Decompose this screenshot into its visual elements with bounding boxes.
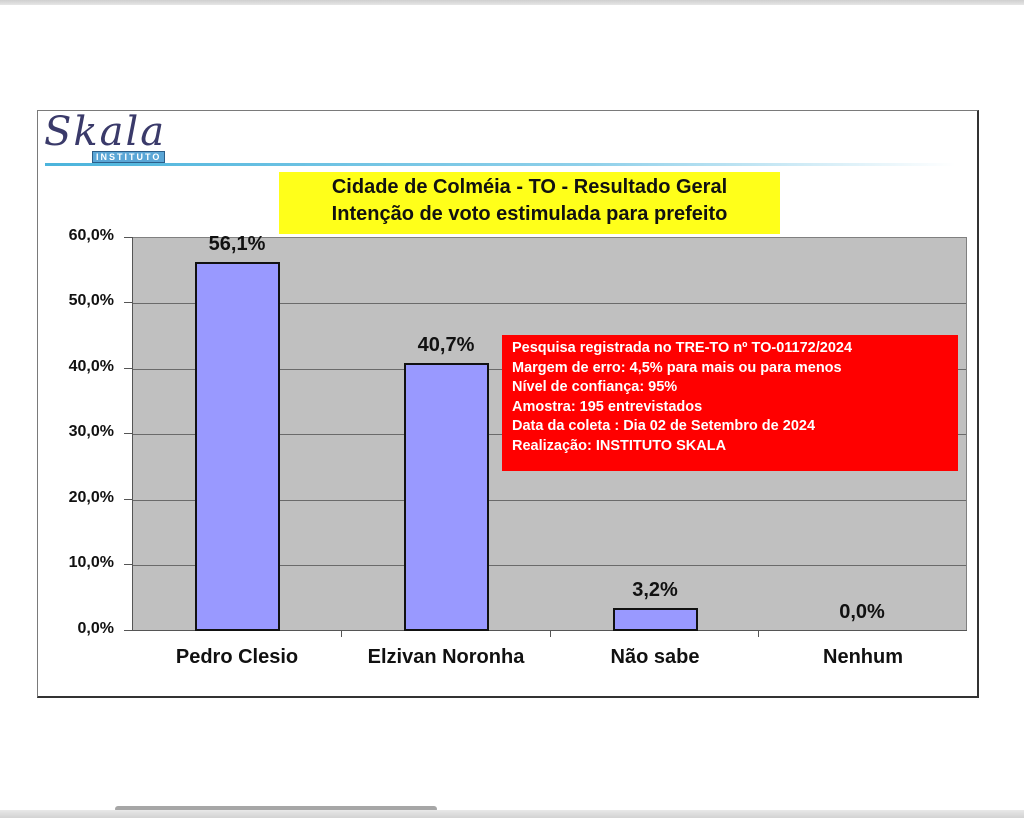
y-tick-label: 40,0% bbox=[68, 358, 114, 375]
bar-nao-sabe bbox=[613, 608, 698, 631]
info-line-author: Realização: INSTITUTO SKALA bbox=[512, 437, 727, 454]
gridline bbox=[133, 500, 966, 501]
skala-logo: Skala INSTITUTO bbox=[44, 109, 194, 165]
y-tick-label: 60,0% bbox=[68, 227, 114, 244]
bar-value-label: 40,7% bbox=[417, 334, 475, 356]
horizontal-scrollbar[interactable] bbox=[115, 806, 437, 812]
chart-subtitle: Intenção de voto estimulada para prefeit… bbox=[331, 203, 728, 225]
y-tick-label: 20,0% bbox=[68, 489, 114, 506]
chart-title-box: Cidade de Colméia - TO - Resultado Geral… bbox=[279, 172, 780, 234]
survey-info-box: Pesquisa registrada no TRE-TO nº TO-0117… bbox=[502, 335, 958, 471]
gridline bbox=[133, 565, 966, 566]
x-axis bbox=[124, 630, 967, 631]
y-tick bbox=[124, 499, 133, 500]
top-edge bbox=[0, 0, 1024, 5]
y-tick bbox=[124, 564, 133, 565]
y-tick bbox=[124, 302, 133, 303]
header-rule bbox=[45, 163, 955, 166]
category-label: Nenhum bbox=[823, 646, 903, 668]
x-tick bbox=[758, 630, 759, 637]
bottom-edge bbox=[0, 810, 1024, 818]
y-tick bbox=[124, 237, 133, 238]
y-tick-label: 30,0% bbox=[68, 423, 114, 440]
bar-value-label: 3,2% bbox=[632, 579, 678, 601]
bar-value-label: 56,1% bbox=[208, 233, 266, 255]
info-line-confidence: Nível de confiança: 95% bbox=[512, 379, 678, 395]
bar-pedro-clesio bbox=[195, 262, 280, 631]
info-line-registration: Pesquisa registrada no TRE-TO nº TO-0117… bbox=[512, 340, 853, 356]
category-label: Elzivan Noronha bbox=[367, 646, 525, 668]
logo-subtitle: INSTITUTO bbox=[92, 151, 166, 163]
info-line-date: Data da coleta : Dia 02 de Setembro de 2… bbox=[512, 418, 816, 434]
info-line-sample: Amostra: 195 entrevistados bbox=[512, 398, 703, 415]
gridline bbox=[133, 303, 966, 304]
category-label: Pedro Clesio bbox=[175, 646, 299, 668]
chart-title: Cidade de Colméia - TO - Resultado Geral bbox=[331, 176, 728, 198]
y-tick-label: 10,0% bbox=[68, 554, 114, 571]
info-line-margin: Margem de erro: 4,5% para mais ou para m… bbox=[512, 359, 842, 376]
y-tick-label: 0,0% bbox=[77, 620, 114, 637]
bar-value-label: 0,0% bbox=[839, 601, 885, 623]
logo-wordmark: Skala bbox=[44, 109, 167, 155]
x-tick bbox=[550, 630, 551, 637]
y-tick bbox=[124, 368, 133, 369]
category-label: Não sabe bbox=[610, 646, 700, 668]
y-tick-label: 50,0% bbox=[68, 292, 114, 309]
x-tick bbox=[341, 630, 342, 637]
y-tick bbox=[124, 433, 133, 434]
bar-elzivan-noronha bbox=[404, 363, 489, 631]
